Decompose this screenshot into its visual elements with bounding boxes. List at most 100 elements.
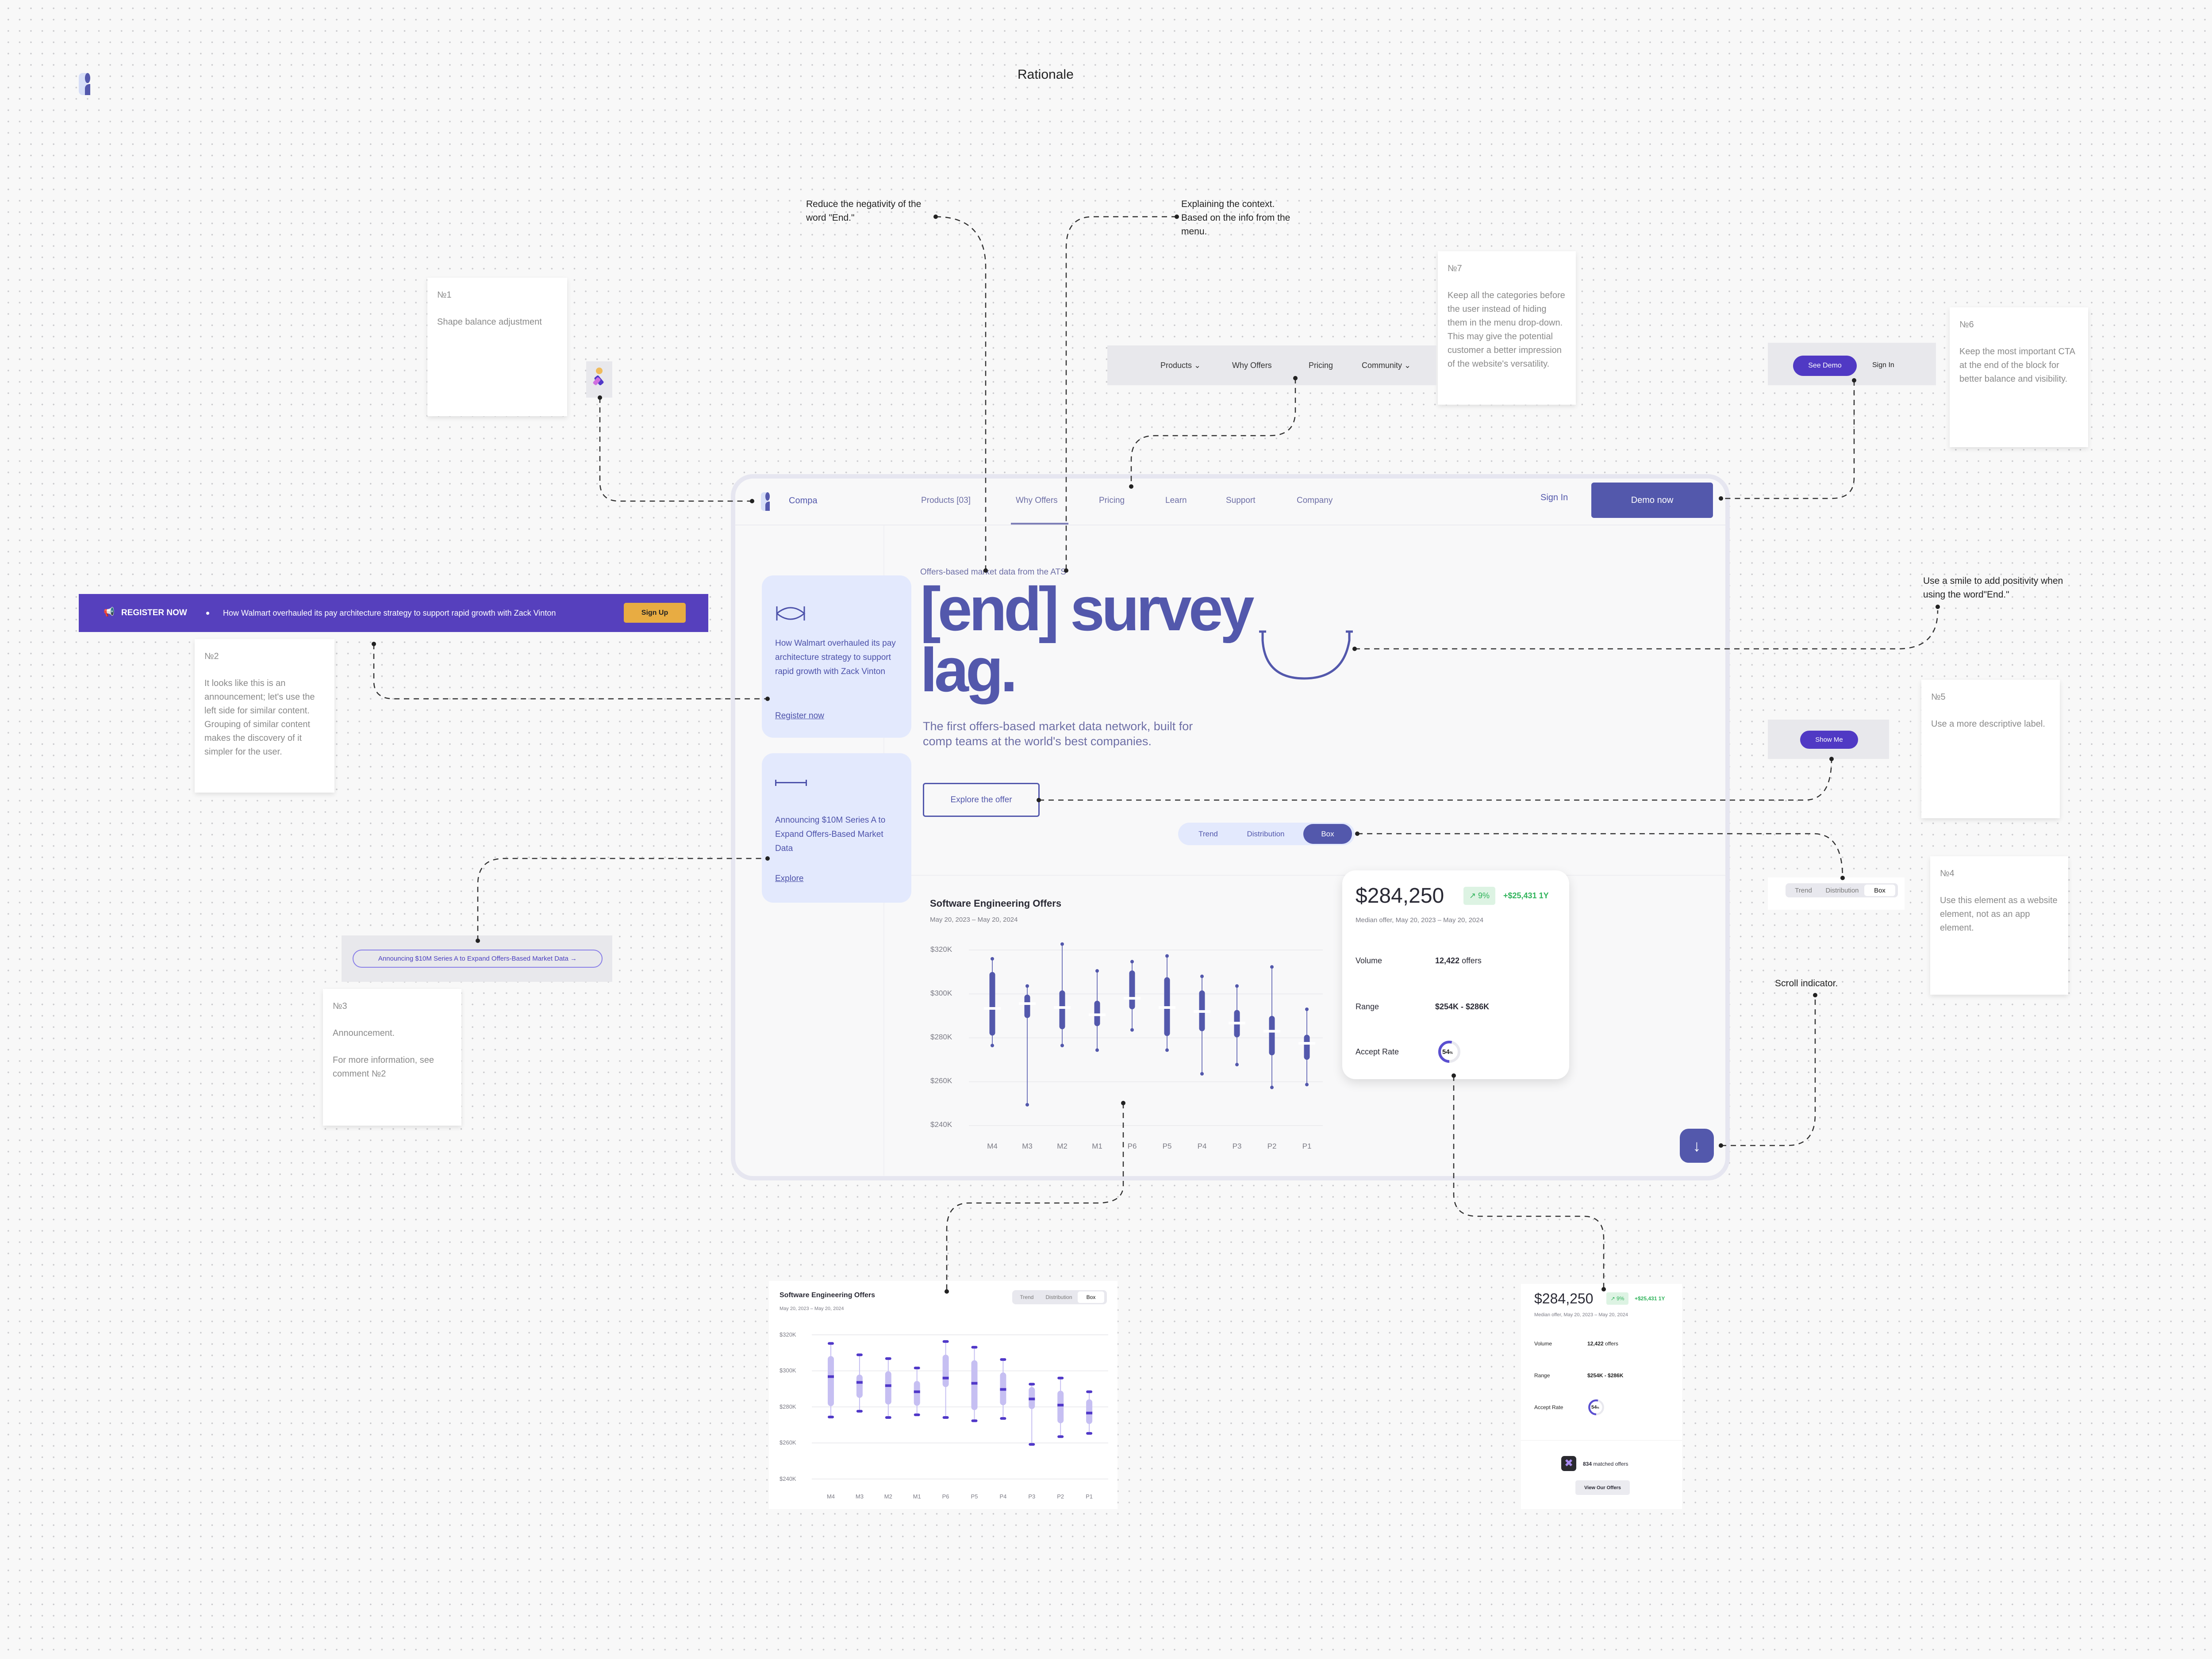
whisker-min	[1200, 1072, 1204, 1076]
median-mark	[856, 1381, 863, 1384]
annotation-explaining: Explaining the context. Based on the info…	[1181, 197, 1290, 238]
explore-link[interactable]: Explore	[775, 874, 804, 883]
box-M3[interactable]	[856, 1353, 863, 1413]
box-P6[interactable]	[1124, 960, 1141, 1032]
hero-headline: [end] survey lag.	[920, 578, 1254, 705]
original-nav-why-offers[interactable]: Why Offers	[1232, 361, 1272, 370]
demo-now-button[interactable]: Demo now	[1591, 483, 1713, 518]
segment-trend[interactable]: Trend	[1020, 1294, 1034, 1300]
whisker-min	[1000, 1417, 1006, 1420]
board-logo	[79, 73, 99, 95]
box-P2[interactable]	[1057, 1376, 1064, 1438]
box-M2[interactable]	[885, 1357, 891, 1419]
accept-rate-label: Accept Rate	[1534, 1404, 1563, 1410]
smile-icon	[1259, 630, 1353, 680]
box-M3[interactable]	[1019, 984, 1036, 1107]
growth-badge: ↗ 9%	[1463, 887, 1495, 905]
announcement-card[interactable]: Announcing $10M Series A to Expand Offer…	[762, 753, 911, 903]
original-nav-pricing[interactable]: Pricing	[1309, 361, 1333, 370]
announcement-pill[interactable]: Announcing $10M Series A to Expand Offer…	[353, 950, 603, 968]
nav-pricing[interactable]: Pricing	[1099, 496, 1125, 505]
box-P4[interactable]	[1194, 974, 1210, 1076]
box-P3[interactable]	[1229, 984, 1245, 1067]
box-P3[interactable]	[1029, 1383, 1035, 1446]
box-P1[interactable]	[1086, 1390, 1093, 1435]
box-M1[interactable]	[1089, 969, 1106, 1052]
segment-trend[interactable]: Trend	[1198, 829, 1218, 838]
box-M1[interactable]	[914, 1366, 920, 1416]
box-P1[interactable]	[1298, 1007, 1315, 1087]
nav-why-offers[interactable]: Why Offers	[1016, 496, 1058, 505]
nav-learn[interactable]: Learn	[1165, 496, 1187, 505]
x-tick-label: M1	[1092, 1142, 1102, 1150]
whisker-max	[1000, 1358, 1006, 1361]
original-segment-box[interactable]: Box	[1864, 885, 1895, 896]
volume-unit: offers	[1459, 956, 1482, 965]
box-P5[interactable]	[1159, 954, 1175, 1052]
whisker-max	[1060, 942, 1064, 946]
brand-logo[interactable]	[761, 492, 779, 511]
segment-distribution[interactable]: Distribution	[1045, 1294, 1072, 1300]
original-logo-shape	[586, 361, 612, 398]
scroll-down-button[interactable]: ↓	[1680, 1129, 1714, 1163]
range-value: $254K - $286K	[1587, 1372, 1624, 1379]
box-P4[interactable]	[1000, 1358, 1006, 1420]
iqr-box	[1269, 1015, 1275, 1056]
brand-name[interactable]: Compa	[789, 496, 818, 506]
segment-distribution[interactable]: Distribution	[1247, 829, 1285, 838]
original-segment-trend[interactable]: Trend	[1795, 886, 1812, 894]
box-M4[interactable]	[984, 957, 1001, 1047]
median-mark	[1263, 1030, 1280, 1033]
iqr-box	[989, 972, 995, 1036]
box-plot-revision	[812, 1334, 1108, 1479]
view-offers-button[interactable]: View Our Offers	[1575, 1480, 1630, 1495]
box-M2[interactable]	[1054, 942, 1071, 1047]
whisker-min	[1095, 1048, 1099, 1052]
headline-line-2: lag.	[920, 635, 1018, 705]
volume-value: 12,422 offers	[1435, 956, 1482, 966]
x-tick-label: M2	[1057, 1142, 1068, 1150]
original-segment-distribution[interactable]: Distribution	[1825, 886, 1859, 894]
connector-banner	[373, 644, 768, 700]
stats-card-revision: $284,250 ↗ 9% +$25,431 1Y Median offer, …	[1521, 1284, 1682, 1509]
board-title: Rationale	[1018, 67, 1074, 82]
banner-text[interactable]: How Walmart overhauled its pay architect…	[223, 609, 556, 617]
box-P6[interactable]	[942, 1340, 949, 1419]
box-P5[interactable]	[971, 1346, 978, 1422]
note-2: №2 It looks like this is an announcement;…	[195, 639, 334, 793]
accept-rate-value: 54%	[1442, 1048, 1453, 1056]
whisker-min	[1130, 1028, 1134, 1032]
nav-products[interactable]: Products [03]	[921, 496, 971, 505]
whisker-min	[914, 1413, 920, 1416]
whisker-min	[885, 1416, 891, 1419]
nav-company[interactable]: Company	[1297, 496, 1333, 505]
chart-view-toggle-revision: Trend Distribution Box	[1012, 1290, 1107, 1304]
show-me-button[interactable]: Show Me	[1800, 731, 1858, 749]
event-card[interactable]: How Walmart overhauled its pay architect…	[762, 575, 911, 738]
y-tick-label: $280K	[780, 1403, 796, 1410]
note-text: For more information, see comment №2	[333, 1055, 434, 1079]
y-tick-label: $300K	[930, 989, 952, 997]
box-P2[interactable]	[1263, 965, 1280, 1089]
segment-box[interactable]: Box	[1078, 1291, 1104, 1303]
original-nav-community[interactable]: Community ⌄	[1362, 361, 1411, 370]
median-mark	[1194, 1010, 1210, 1013]
median-mark	[1029, 1398, 1035, 1401]
segment-box[interactable]: Box	[1303, 824, 1352, 844]
explore-offer-button[interactable]: Explore the offer	[923, 783, 1040, 817]
banner-sign-up-button[interactable]: Sign Up	[624, 603, 686, 623]
accept-number: 54	[1591, 1405, 1597, 1410]
whisker-max	[1235, 984, 1239, 988]
whisker-max	[991, 957, 994, 961]
original-nav-products[interactable]: Products ⌄	[1160, 361, 1201, 370]
register-now-link[interactable]: Register now	[775, 711, 824, 720]
whisker-min	[1305, 1083, 1309, 1087]
megaphone-icon: 📢	[104, 607, 115, 617]
original-see-demo-button[interactable]: See Demo	[1793, 356, 1857, 376]
original-sign-in[interactable]: Sign In	[1872, 361, 1894, 369]
annotation-line: Explaining the context.	[1181, 199, 1275, 209]
volume-number: 12,422	[1435, 956, 1460, 965]
sign-in-link[interactable]: Sign In	[1540, 493, 1568, 502]
box-M4[interactable]	[828, 1342, 834, 1418]
nav-support[interactable]: Support	[1226, 496, 1256, 505]
